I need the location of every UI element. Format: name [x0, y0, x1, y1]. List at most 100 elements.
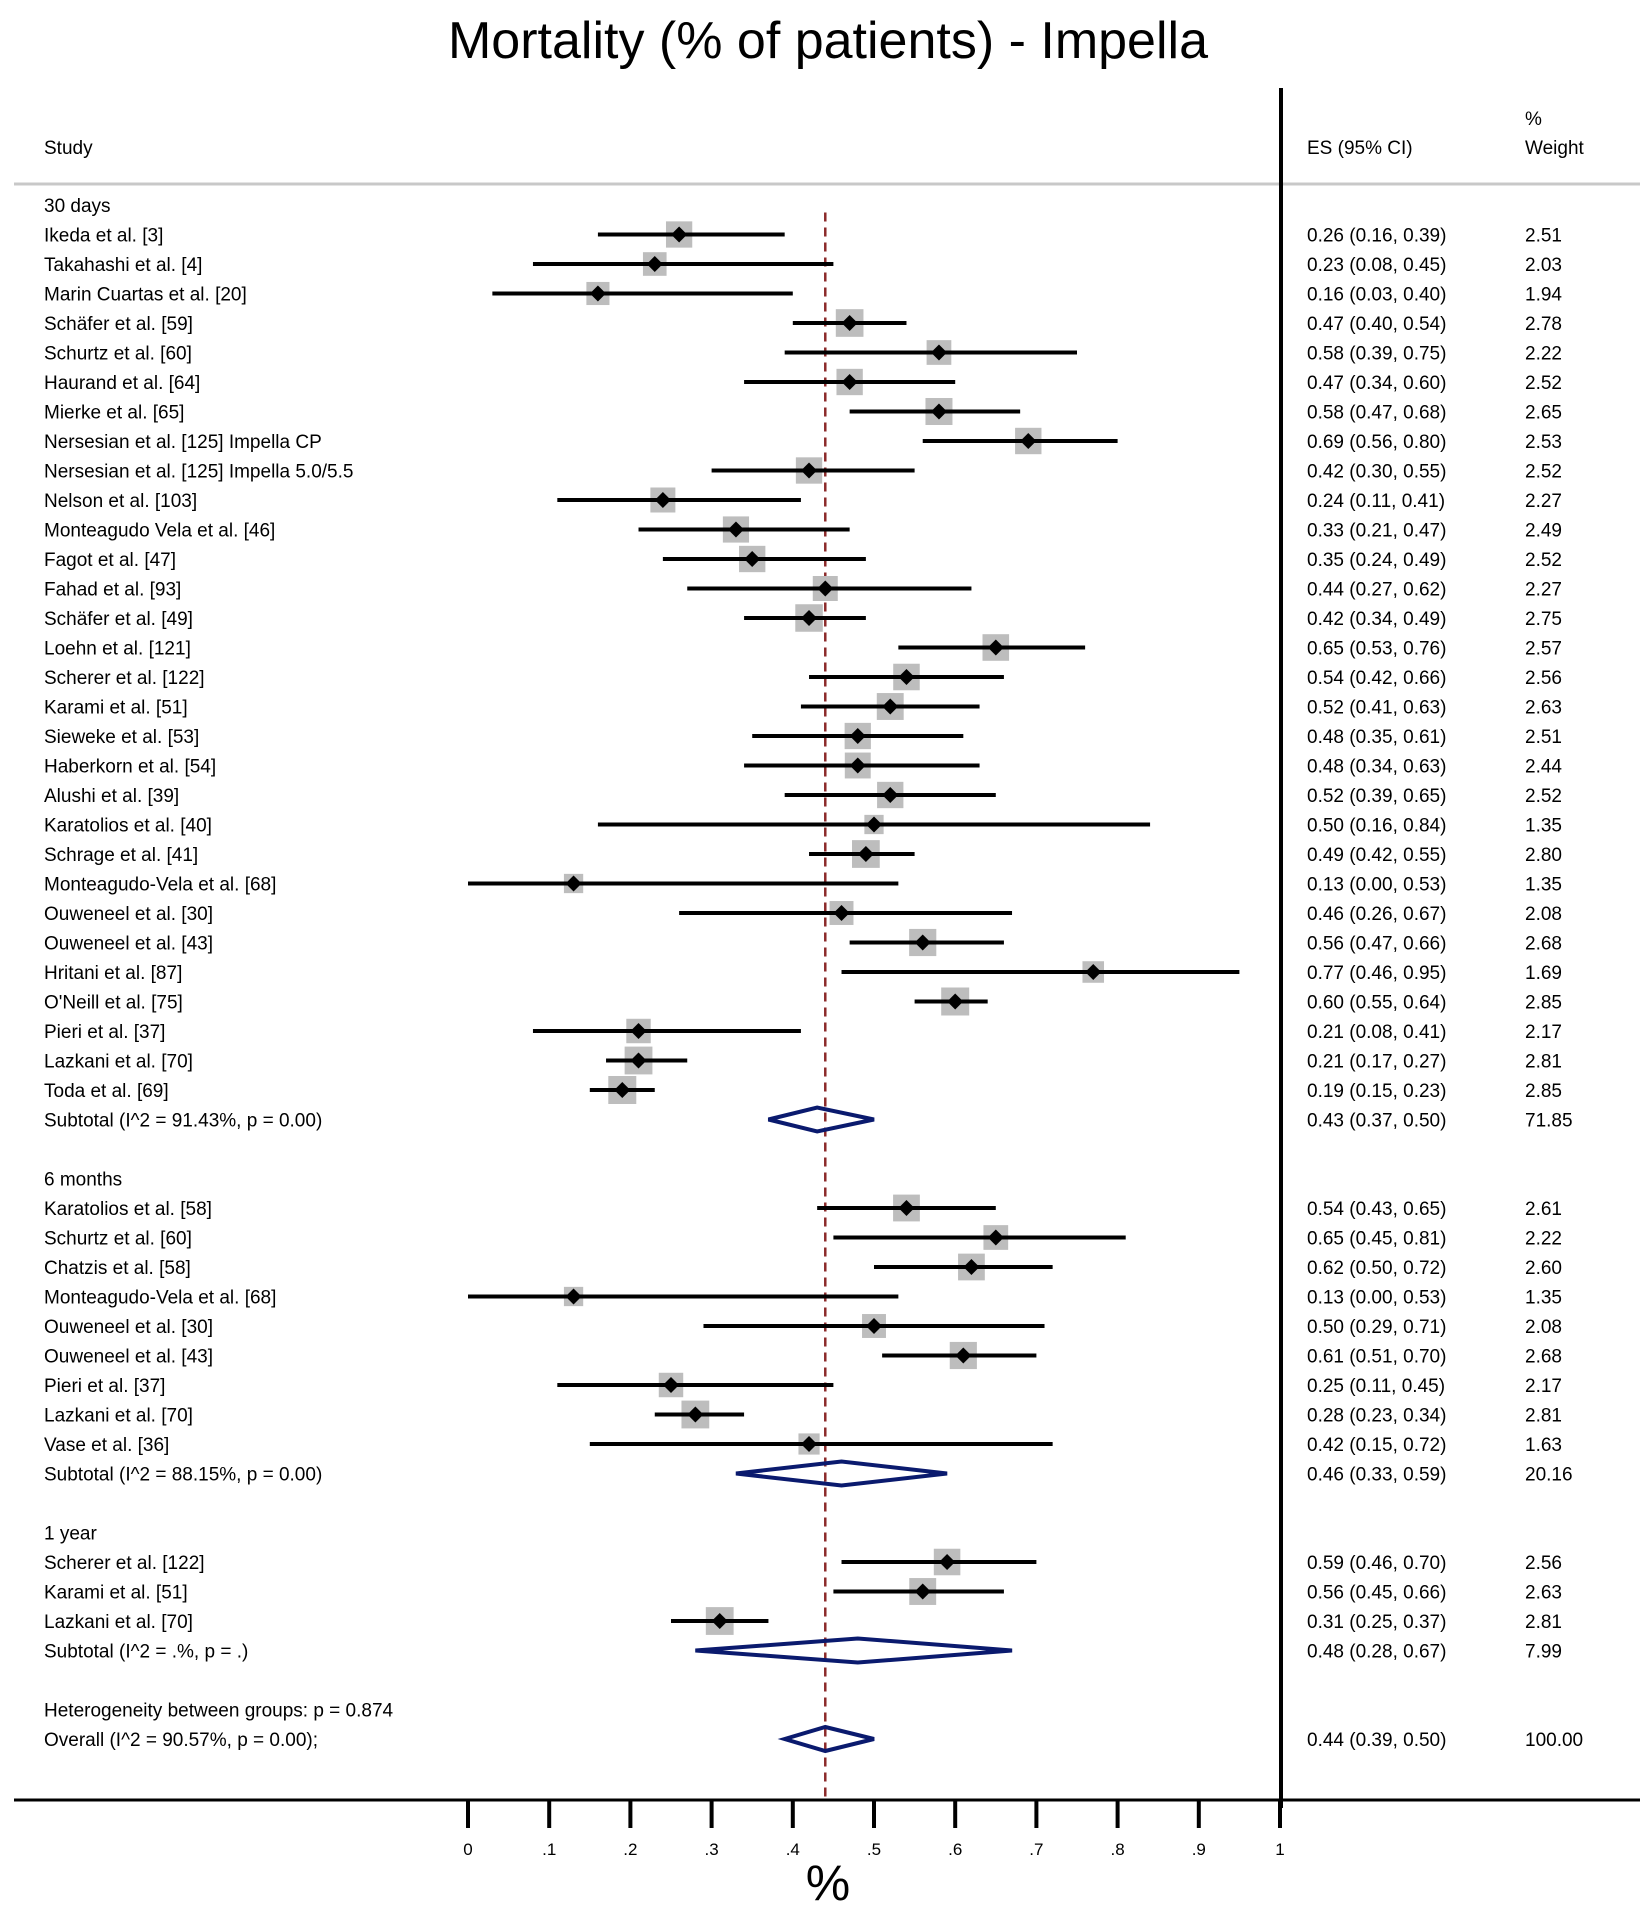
es-value: 0.62 (0.50, 0.72) [1307, 1258, 1446, 1279]
weight-value: 2.22 [1525, 344, 1562, 365]
study-row: Nersesian et al. [125] Impella CP 0.69 (0… [44, 427, 1562, 455]
point-estimate [987, 639, 1004, 656]
point-estimate [914, 934, 931, 951]
es-value: 0.26 (0.16, 0.39) [1307, 226, 1446, 247]
weight-value: 2.65 [1525, 403, 1562, 424]
subtotal-label: Subtotal (I^2 = 91.43%, p = 0.00) [44, 1111, 322, 1132]
weight-value: 2.17 [1525, 1022, 1562, 1043]
point-estimate [711, 1613, 728, 1629]
point-estimate [565, 875, 582, 892]
study-row: Karami et al. [51] 0.52 (0.41, 0.63) 2.63 [44, 693, 1562, 720]
weight-value: 2.52 [1525, 373, 1562, 394]
group-label: 1 year [44, 1524, 97, 1545]
es-value: 0.58 (0.47, 0.68) [1307, 403, 1446, 424]
point-estimate [727, 521, 744, 538]
study-name: Sieweke et al. [53] [44, 727, 199, 748]
x-tick-label: .9 [1192, 1840, 1206, 1859]
study-row: Scherer et al. [122] 0.59 (0.46, 0.70) 2.5… [44, 1548, 1562, 1576]
point-estimate [841, 315, 858, 331]
study-name: Mierke et al. [65] [44, 403, 184, 424]
es-value: 0.43 (0.37, 0.50) [1307, 1111, 1446, 1132]
study-name: Hritani et al. [87] [44, 963, 182, 984]
x-tick-label: .2 [623, 1840, 637, 1859]
es-value: 0.50 (0.29, 0.71) [1307, 1317, 1446, 1338]
study-row: Fahad et al. [93] 0.44 (0.27, 0.62) 2.27 [44, 576, 1562, 601]
point-estimate [687, 1406, 704, 1423]
point-estimate [882, 787, 899, 803]
es-value: 0.54 (0.43, 0.65) [1307, 1199, 1446, 1220]
x-tick-label: 0 [463, 1840, 472, 1859]
study-row: Haurand et al. [64] 0.47 (0.34, 0.60) 2.52 [44, 368, 1562, 396]
weight-value: 2.85 [1525, 1081, 1562, 1102]
es-value: 0.59 (0.46, 0.70) [1307, 1553, 1446, 1574]
point-estimate [744, 551, 761, 567]
x-tick-label: .8 [1111, 1840, 1125, 1859]
es-column-header: ES (95% CI) [1307, 138, 1413, 159]
weight-value: 2.68 [1525, 1347, 1562, 1368]
point-estimate [939, 1554, 956, 1570]
study-name: Lazkani et al. [70] [44, 1406, 193, 1427]
study-name: Karatolios et al. [58] [44, 1199, 212, 1220]
study-name: Monteagudo-Vela et al. [68] [44, 1288, 276, 1309]
es-value: 0.48 (0.28, 0.67) [1307, 1642, 1446, 1663]
x-axis-label: % [806, 1855, 850, 1911]
study-name: Schäfer et al. [59] [44, 314, 193, 335]
point-estimate [930, 344, 947, 361]
study-row: Schäfer et al. [49] 0.42 (0.34, 0.49) 2.75 [44, 604, 1562, 632]
es-value: 0.56 (0.45, 0.66) [1307, 1583, 1446, 1604]
point-estimate [898, 669, 915, 685]
study-row: Karatolios et al. [40] 0.50 (0.16, 0.84) 1… [44, 814, 1562, 837]
es-value: 0.42 (0.15, 0.72) [1307, 1435, 1446, 1456]
weight-value: 71.85 [1525, 1111, 1573, 1132]
study-name: Marin Cuartas et al. [20] [44, 285, 247, 306]
weight-value: 100.00 [1525, 1730, 1583, 1751]
study-name: Monteagudo Vela et al. [46] [44, 521, 275, 542]
es-value: 0.19 (0.15, 0.23) [1307, 1081, 1446, 1102]
study-name: Haurand et al. [64] [44, 373, 200, 394]
subtotal-row: Subtotal (I^2 = .%, p = .) 0.48 (0.28, 0.… [44, 1636, 1562, 1665]
group-label: 6 months [44, 1170, 122, 1191]
es-value: 0.49 (0.42, 0.55) [1307, 845, 1446, 866]
study-row: Schurtz et al. [60] 0.58 (0.39, 0.75) 2.22 [44, 340, 1562, 365]
point-estimate [849, 728, 866, 744]
point-estimate [866, 1318, 882, 1334]
point-estimate [930, 403, 947, 420]
weight-value: 2.52 [1525, 550, 1562, 571]
study-name: Karatolios et al. [40] [44, 816, 212, 837]
weight-value: 2.27 [1525, 580, 1562, 601]
study-name: Fahad et al. [93] [44, 580, 181, 601]
study-row: Karami et al. [51] 0.56 (0.45, 0.66) 2.63 [44, 1578, 1562, 1605]
es-value: 0.21 (0.08, 0.41) [1307, 1022, 1446, 1043]
overall-label: Overall (I^2 = 90.57%, p = 0.00); [44, 1730, 318, 1751]
point-estimate [646, 256, 663, 272]
study-name: Monteagudo-Vela et al. [68] [44, 875, 276, 896]
study-name: Schurtz et al. [60] [44, 344, 192, 365]
subtotal-row: Subtotal (I^2 = 88.15%, p = 0.00) 0.46 (0… [44, 1459, 1573, 1488]
study-row: Ouweneel et al. [43] 0.56 (0.47, 0.66) 2.6… [44, 928, 1562, 957]
es-value: 0.46 (0.26, 0.67) [1307, 904, 1446, 925]
weight-value: 2.08 [1525, 1317, 1562, 1338]
weight-value: 2.85 [1525, 993, 1562, 1014]
es-value: 0.52 (0.41, 0.63) [1307, 698, 1446, 719]
point-estimate [849, 757, 866, 774]
study-name: Chatzis et al. [58] [44, 1258, 191, 1279]
weight-value: 1.63 [1525, 1435, 1562, 1456]
study-row: Monteagudo-Vela et al. [68] 0.13 (0.00, 0… [44, 1286, 1562, 1309]
weight-value: 2.75 [1525, 609, 1562, 630]
weight-value: 2.80 [1525, 845, 1562, 866]
es-value: 0.13 (0.00, 0.53) [1307, 875, 1446, 896]
weight-value: 2.49 [1525, 521, 1562, 542]
point-estimate [801, 462, 818, 479]
overall-diamond [777, 1724, 875, 1754]
weight-value: 1.35 [1525, 1288, 1562, 1309]
es-value: 0.77 (0.46, 0.95) [1307, 963, 1446, 984]
study-row: Mierke et al. [65] 0.58 (0.47, 0.68) 2.65 [44, 398, 1562, 425]
weight-value: 2.22 [1525, 1229, 1562, 1250]
point-estimate [898, 1200, 915, 1216]
study-row: Monteagudo Vela et al. [46] 0.33 (0.21, 0… [44, 516, 1562, 543]
point-estimate [987, 1229, 1004, 1246]
subtotal-diamond [695, 1636, 1013, 1665]
es-value: 0.31 (0.25, 0.37) [1307, 1612, 1446, 1633]
study-name: Ouweneel et al. [43] [44, 1347, 213, 1368]
